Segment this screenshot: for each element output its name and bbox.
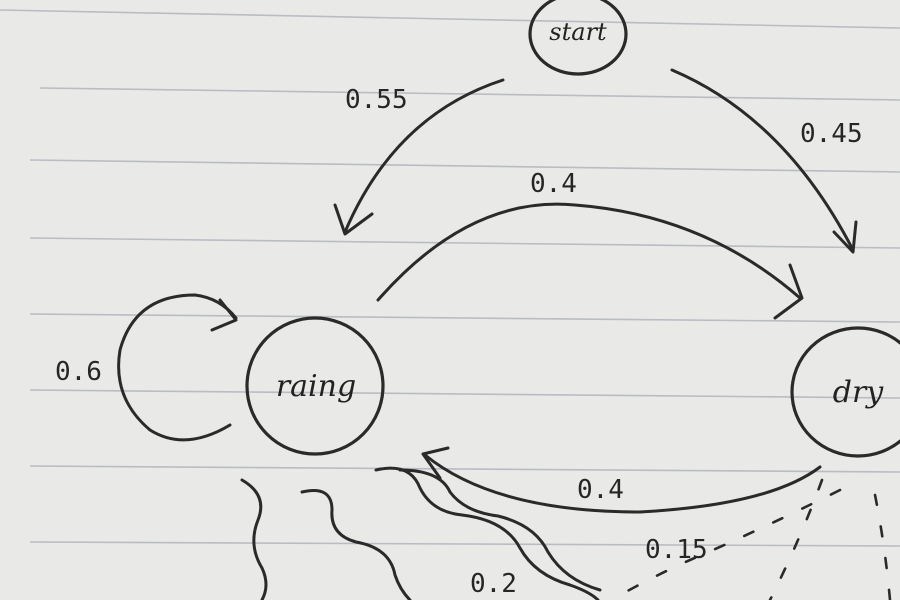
edge-start-to-raining: 0.55 bbox=[333, 78, 505, 236]
edge-raining-self-loop-label: 0.6 bbox=[55, 357, 102, 387]
paper-lines bbox=[0, 9, 900, 547]
edge-dry-emission-label: 0.15 bbox=[645, 535, 708, 565]
arrowhead-icon bbox=[421, 446, 450, 480]
node-start-label: start bbox=[549, 18, 607, 46]
arrowhead-icon bbox=[210, 298, 238, 332]
edge-dry-to-raining-label: 0.4 bbox=[577, 475, 624, 505]
edge-raining-emissions: 0.2 bbox=[240, 466, 602, 600]
arrowhead-icon bbox=[832, 220, 858, 254]
arrowhead-icon bbox=[773, 263, 804, 320]
edge-raining-self-loop: 0.6 bbox=[55, 293, 238, 442]
edge-dry-to-raining: 0.4 bbox=[421, 446, 822, 514]
node-raining-circle bbox=[245, 316, 385, 456]
edge-start-to-dry-label: 0.45 bbox=[800, 119, 863, 149]
node-raining-label: raing bbox=[276, 369, 356, 404]
edge-raining-emission-label: 0.2 bbox=[470, 569, 517, 599]
node-dry-label: dry bbox=[833, 375, 885, 410]
node-dry: dry bbox=[790, 326, 900, 458]
node-start-circle bbox=[528, 0, 628, 76]
edge-raining-to-dry: 0.4 bbox=[376, 169, 804, 320]
node-dry-circle bbox=[790, 326, 900, 458]
node-raining: raing bbox=[245, 316, 385, 456]
edge-raining-to-dry-label: 0.4 bbox=[530, 169, 577, 199]
edge-dry-emissions: 0.15 bbox=[613, 478, 892, 600]
arrowhead-icon bbox=[333, 203, 374, 236]
edge-start-to-dry: 0.45 bbox=[670, 68, 863, 254]
node-start: start bbox=[528, 0, 628, 76]
edge-start-to-raining-label: 0.55 bbox=[345, 85, 408, 115]
